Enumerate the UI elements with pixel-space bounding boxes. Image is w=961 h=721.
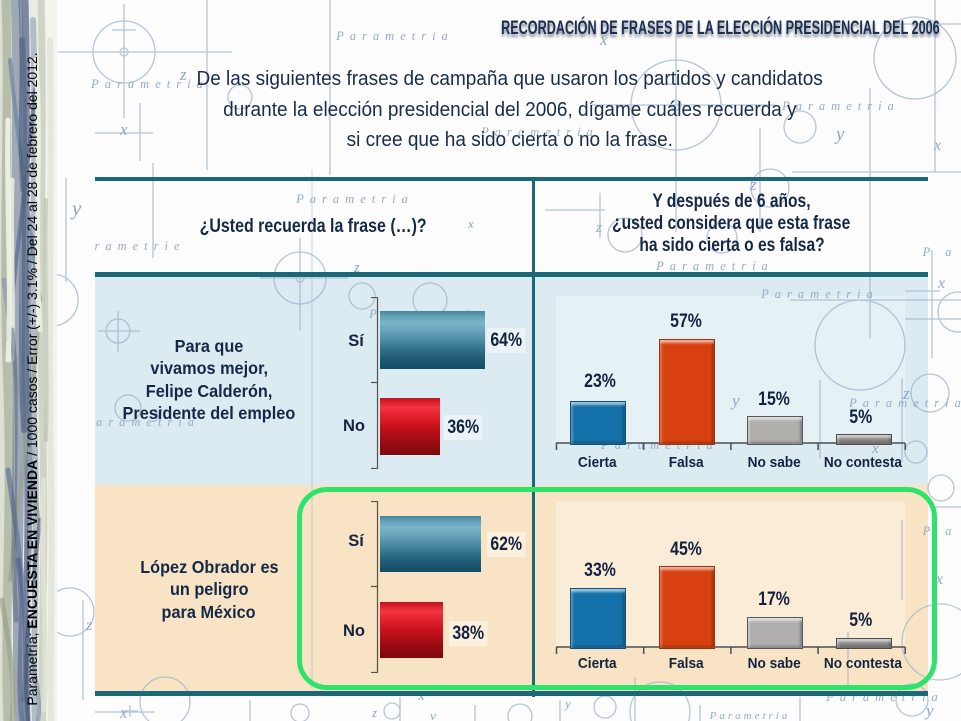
svg-text:y: y bbox=[834, 124, 845, 145]
svg-text:x: x bbox=[119, 120, 128, 139]
svg-text:Parametria: Parametria bbox=[781, 99, 900, 113]
svg-text:z: z bbox=[371, 705, 377, 720]
svg-text:x: x bbox=[417, 688, 425, 704]
svg-text:Parametria: Parametria bbox=[709, 710, 791, 721]
svg-text:z: z bbox=[595, 220, 602, 236]
svg-text:x: x bbox=[937, 275, 945, 292]
svg-text:x: x bbox=[119, 705, 127, 721]
svg-text:rametrie: rametrie bbox=[94, 239, 185, 253]
svg-text:z: z bbox=[902, 384, 910, 403]
svg-text:Parametria: Parametria bbox=[295, 192, 414, 206]
svg-text:z: z bbox=[85, 617, 93, 634]
svg-text:x: x bbox=[935, 571, 943, 588]
svg-text:Parametria: Parametria bbox=[335, 29, 454, 43]
svg-text:y: y bbox=[563, 696, 571, 711]
svg-text:Parametria: Parametria bbox=[480, 125, 599, 139]
svg-text:Parametria: Parametria bbox=[848, 396, 961, 410]
svg-text:y: y bbox=[70, 196, 82, 220]
svg-text:z: z bbox=[353, 260, 360, 276]
svg-text:Parametria: Parametria bbox=[760, 287, 879, 301]
svg-text:P a r: P a r bbox=[922, 524, 961, 538]
svg-text:z: z bbox=[749, 175, 757, 194]
svg-text:Parametria: Parametria bbox=[655, 259, 774, 273]
svg-text:x: x bbox=[933, 137, 941, 154]
svg-text:arametria: arametria bbox=[96, 415, 200, 429]
svg-text:y: y bbox=[924, 701, 934, 720]
svg-text:x: x bbox=[467, 216, 474, 231]
svg-text:P a r: P a r bbox=[922, 245, 961, 259]
svg-text:y: y bbox=[152, 402, 163, 423]
svg-text:v: v bbox=[430, 708, 436, 721]
svg-text:y: y bbox=[730, 391, 740, 410]
svg-text:z: z bbox=[179, 65, 187, 84]
svg-text:x: x bbox=[599, 30, 608, 49]
svg-text:Parametria: Parametria bbox=[90, 77, 209, 91]
svg-text:x: x bbox=[871, 441, 879, 457]
